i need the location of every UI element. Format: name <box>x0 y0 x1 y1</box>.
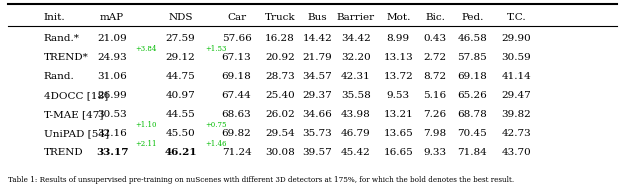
Text: 28.73: 28.73 <box>265 72 295 81</box>
Text: T-MAE [47]: T-MAE [47] <box>44 110 103 119</box>
Text: 9.33: 9.33 <box>424 148 447 157</box>
Text: 35.58: 35.58 <box>341 91 371 100</box>
Text: 33.17: 33.17 <box>96 148 129 157</box>
Text: Rand.: Rand. <box>44 72 74 81</box>
Text: +3.84: +3.84 <box>136 45 157 53</box>
Text: Table 1: Results of unsupervised pre-training on nuScenes with different 3D dete: Table 1: Results of unsupervised pre-tra… <box>8 176 514 184</box>
Text: 42.31: 42.31 <box>341 72 371 81</box>
Text: 21.09: 21.09 <box>97 34 127 43</box>
Text: 69.82: 69.82 <box>221 129 252 138</box>
Text: 39.82: 39.82 <box>502 110 531 119</box>
Text: 45.42: 45.42 <box>341 148 371 157</box>
Text: 7.26: 7.26 <box>424 110 447 119</box>
Text: +1.53: +1.53 <box>205 45 227 53</box>
Text: 8.72: 8.72 <box>424 72 447 81</box>
Text: UniPAD [54]: UniPAD [54] <box>44 129 109 138</box>
Text: 43.98: 43.98 <box>341 110 371 119</box>
Text: 29.90: 29.90 <box>502 34 531 43</box>
Text: NDS: NDS <box>168 13 193 22</box>
Text: Truck: Truck <box>265 13 296 22</box>
Text: 35.73: 35.73 <box>303 129 332 138</box>
Text: 4DOCC [18]: 4DOCC [18] <box>44 91 108 100</box>
Text: 24.93: 24.93 <box>97 53 127 62</box>
Text: 16.28: 16.28 <box>265 34 295 43</box>
Text: 5.16: 5.16 <box>424 91 447 100</box>
Text: 68.63: 68.63 <box>221 110 252 119</box>
Text: 34.57: 34.57 <box>303 72 332 81</box>
Text: 16.65: 16.65 <box>383 148 413 157</box>
Text: Bus: Bus <box>308 13 327 22</box>
Text: 43.70: 43.70 <box>502 148 531 157</box>
Text: 44.75: 44.75 <box>166 72 195 81</box>
Text: 20.92: 20.92 <box>265 53 295 62</box>
Text: Rand.*: Rand.* <box>44 34 79 43</box>
Text: 65.26: 65.26 <box>458 91 487 100</box>
Text: 46.58: 46.58 <box>458 34 487 43</box>
Text: +0.75: +0.75 <box>205 121 227 130</box>
Text: TREND: TREND <box>44 148 83 157</box>
Text: 67.13: 67.13 <box>221 53 252 62</box>
Text: TREND*: TREND* <box>44 53 88 62</box>
Text: 2.72: 2.72 <box>424 53 447 62</box>
Text: 30.53: 30.53 <box>97 110 127 119</box>
Text: Car: Car <box>227 13 246 22</box>
Text: 46.21: 46.21 <box>164 148 197 157</box>
Text: mAP: mAP <box>100 13 124 22</box>
Text: 21.79: 21.79 <box>303 53 332 62</box>
Text: 71.84: 71.84 <box>458 148 487 157</box>
Text: 41.14: 41.14 <box>502 72 531 81</box>
Text: 57.66: 57.66 <box>221 34 252 43</box>
Text: 13.13: 13.13 <box>383 53 413 62</box>
Text: T.C.: T.C. <box>507 13 526 22</box>
Text: 13.65: 13.65 <box>383 129 413 138</box>
Text: 68.78: 68.78 <box>458 110 487 119</box>
Text: Mot.: Mot. <box>386 13 410 22</box>
Text: 0.43: 0.43 <box>424 34 447 43</box>
Text: Ped.: Ped. <box>461 13 484 22</box>
Text: 29.12: 29.12 <box>166 53 195 62</box>
Text: 14.42: 14.42 <box>303 34 332 43</box>
Text: 45.50: 45.50 <box>166 129 195 138</box>
Text: 13.72: 13.72 <box>383 72 413 81</box>
Text: Barrier: Barrier <box>337 13 375 22</box>
Text: +1.46: +1.46 <box>205 140 227 148</box>
Text: 26.02: 26.02 <box>265 110 295 119</box>
Text: +2.11: +2.11 <box>136 140 157 148</box>
Text: 32.16: 32.16 <box>97 129 127 138</box>
Text: 42.73: 42.73 <box>502 129 531 138</box>
Text: 40.97: 40.97 <box>166 91 195 100</box>
Text: 8.99: 8.99 <box>387 34 410 43</box>
Text: Init.: Init. <box>44 13 65 22</box>
Text: 46.79: 46.79 <box>341 129 371 138</box>
Text: 44.55: 44.55 <box>166 110 195 119</box>
Text: 29.37: 29.37 <box>303 91 332 100</box>
Text: 69.18: 69.18 <box>458 72 487 81</box>
Text: 27.59: 27.59 <box>166 34 195 43</box>
Text: 29.47: 29.47 <box>502 91 531 100</box>
Text: 34.42: 34.42 <box>341 34 371 43</box>
Text: 7.98: 7.98 <box>424 129 447 138</box>
Text: 31.06: 31.06 <box>97 72 127 81</box>
Text: 9.53: 9.53 <box>387 91 410 100</box>
Text: 39.57: 39.57 <box>303 148 332 157</box>
Text: +1.10: +1.10 <box>136 121 157 130</box>
Text: 26.99: 26.99 <box>97 91 127 100</box>
Text: 69.18: 69.18 <box>221 72 252 81</box>
Text: 29.54: 29.54 <box>265 129 295 138</box>
Text: 71.24: 71.24 <box>221 148 252 157</box>
Text: 30.59: 30.59 <box>502 53 531 62</box>
Text: 67.44: 67.44 <box>221 91 252 100</box>
Text: 13.21: 13.21 <box>383 110 413 119</box>
Text: Bic.: Bic. <box>425 13 445 22</box>
Text: 25.40: 25.40 <box>265 91 295 100</box>
Text: 30.08: 30.08 <box>265 148 295 157</box>
Text: 34.66: 34.66 <box>303 110 332 119</box>
Text: 70.45: 70.45 <box>458 129 487 138</box>
Text: 57.85: 57.85 <box>458 53 487 62</box>
Text: 32.20: 32.20 <box>341 53 371 62</box>
